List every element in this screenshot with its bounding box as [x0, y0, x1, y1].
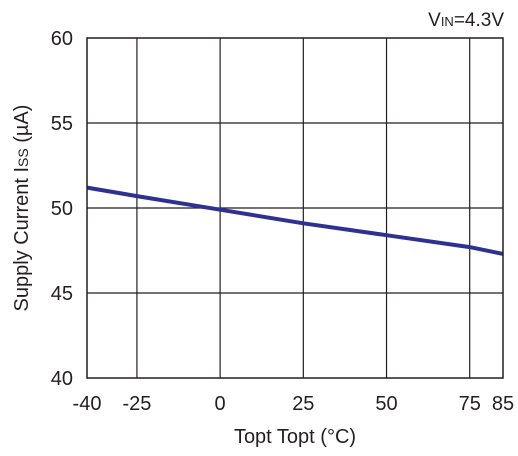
y-tick-label: 60 [51, 28, 73, 50]
x-tick-label: 85 [492, 393, 514, 415]
y-axis-title: Supply Current ISS (µA) [11, 105, 33, 312]
y-tick-label: 40 [51, 368, 73, 390]
x-axis-title: Topt Topt (°C) [234, 426, 356, 448]
gridlines [87, 38, 503, 378]
x-tick-label: -40 [73, 393, 102, 415]
y-axis-title-subscript: SS [15, 148, 31, 167]
y-axis-title-unit: (µA) [11, 105, 33, 149]
x-tick-label: -25 [122, 393, 151, 415]
series-line [86, 185, 504, 256]
y-tick-labels: 40 45 50 55 60 [51, 28, 73, 390]
x-tick-label: 75 [459, 393, 481, 415]
y-tick-label: 45 [51, 283, 73, 305]
condition-label: VIN=4.3V [428, 10, 504, 31]
condition-suffix: =4.3V [454, 10, 505, 31]
x-tick-labels: -40 -25 0 25 50 75 85 [73, 393, 515, 415]
x-tick-label: 25 [292, 393, 314, 415]
plot-frame [86, 37, 504, 379]
series-group [86, 185, 504, 256]
x-tick-label: 50 [375, 393, 397, 415]
condition-prefix: V [428, 10, 441, 31]
y-axis-title-main: Supply Current I [11, 167, 33, 312]
y-tick-label: 50 [51, 198, 73, 220]
y-tick-label: 55 [51, 113, 73, 135]
condition-subscript: IN [441, 14, 454, 29]
x-tick-label: 0 [215, 393, 226, 415]
